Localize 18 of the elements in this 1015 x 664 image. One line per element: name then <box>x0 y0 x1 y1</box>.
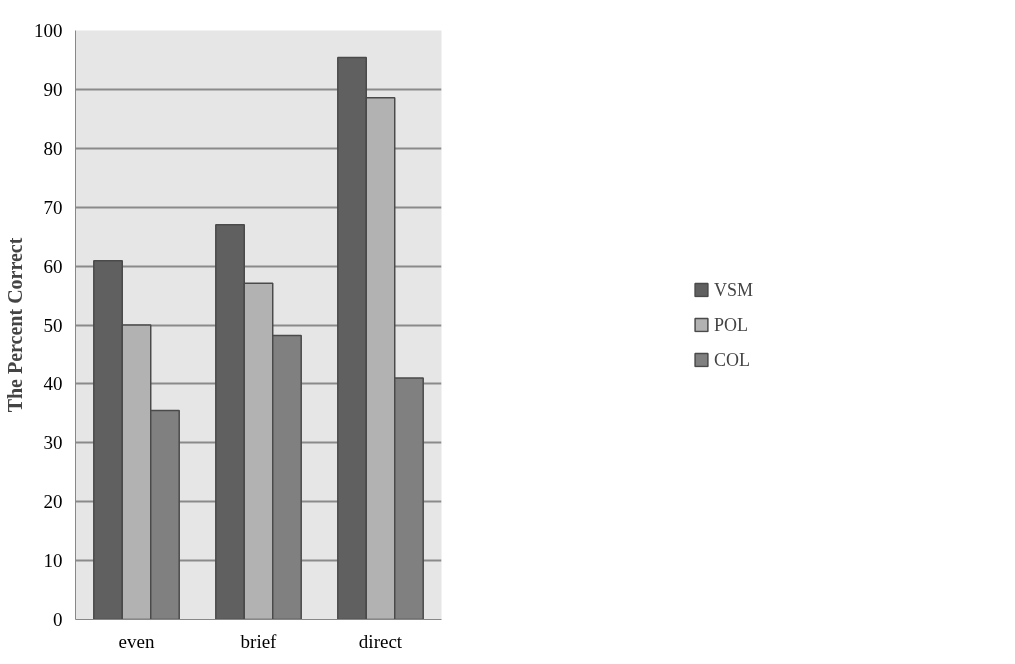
legend-label: VSM <box>713 279 754 300</box>
x-tick-label: even <box>118 630 155 652</box>
y-tick-label: 10 <box>43 550 63 572</box>
y-tick-label: 30 <box>43 432 63 454</box>
y-tick-label: 0 <box>53 609 63 630</box>
y-tick-label: 70 <box>43 196 63 218</box>
y-tick-label: 50 <box>43 314 63 336</box>
y-tick-label: 80 <box>43 137 63 159</box>
x-tick-label: direct <box>358 630 403 652</box>
y-tick-label: 90 <box>43 78 63 100</box>
y-tick-label: 40 <box>43 373 63 395</box>
y-tick-label: 60 <box>43 255 63 277</box>
y-axis-title: The Percent Correct <box>4 237 26 413</box>
y-tick-label: 100 <box>34 20 63 41</box>
y-tick-label: 20 <box>43 491 63 513</box>
legend-label: COL <box>713 349 750 370</box>
x-tick-label: brief <box>240 630 278 652</box>
legend-label: POL <box>713 314 749 335</box>
